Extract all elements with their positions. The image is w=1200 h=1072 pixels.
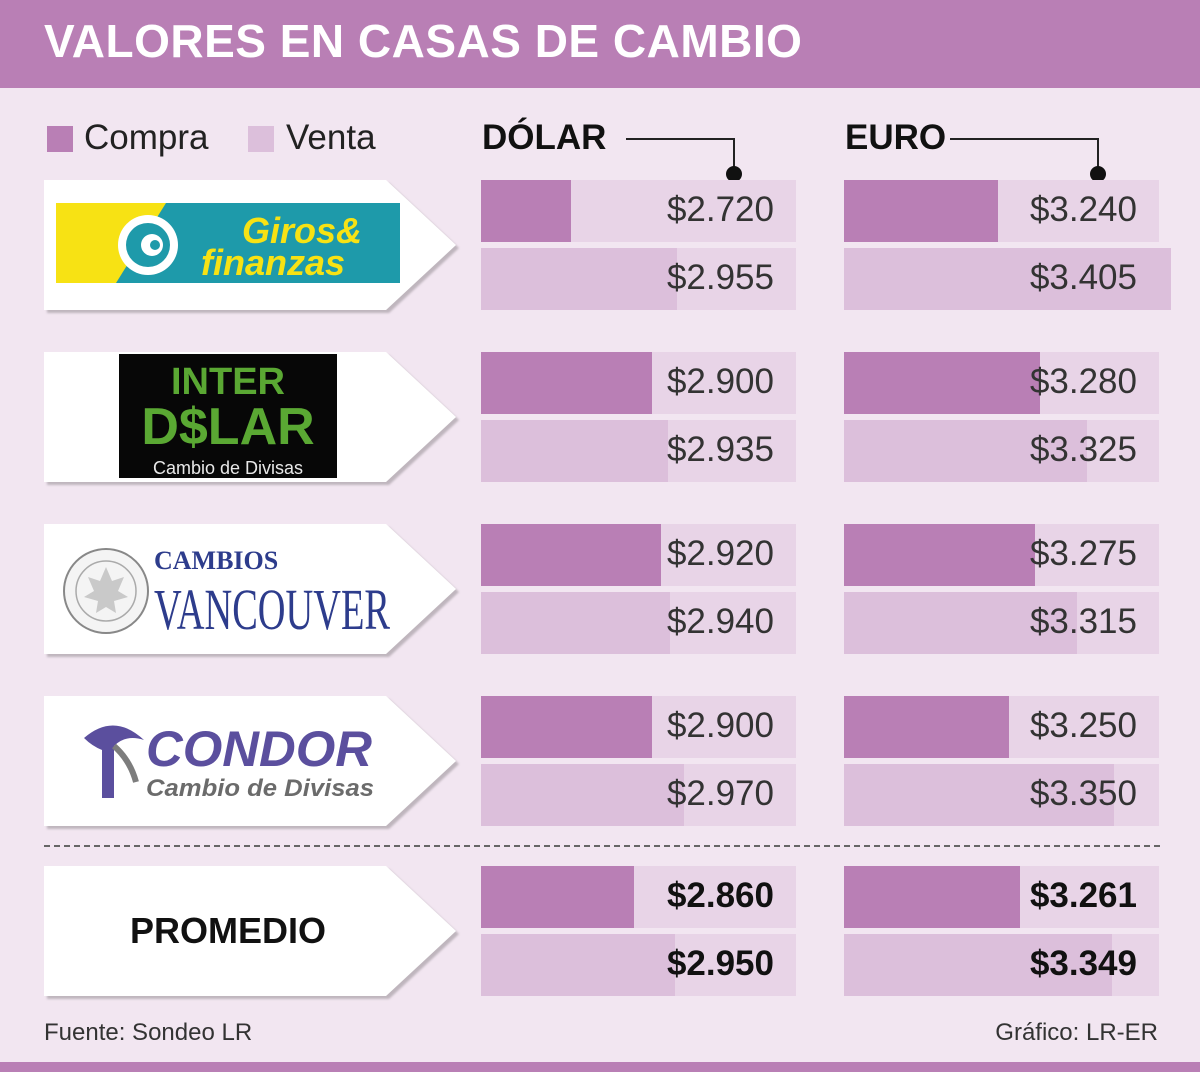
bar-euro-compra-interdolar-label: $3.280 xyxy=(1029,362,1137,401)
legend-label-compra: Compra xyxy=(84,118,209,157)
bar-euro-venta-condor-label: $3.350 xyxy=(1029,774,1137,813)
legend-swatch-compra xyxy=(47,126,73,152)
interdolar-name-line1: INTER xyxy=(171,361,285,403)
bar-euro-venta-promedio-label: $3.349 xyxy=(1029,944,1137,983)
interdolar-logo: INTER D$LAR Cambio de Divisas xyxy=(119,354,337,478)
bar-dolar-compra-cambios-vancouver xyxy=(481,524,661,586)
leader-line-dolar xyxy=(626,138,734,140)
giros-name-line2: finanzas xyxy=(201,242,345,283)
leader-dot-euro xyxy=(1090,166,1106,182)
giros-finanzas-logo: Giros& finanzas xyxy=(56,203,400,283)
arrow-panel-promedio xyxy=(44,866,456,996)
column-header-euro: EURO xyxy=(845,118,947,157)
bar-dolar-venta-promedio-label: $2.950 xyxy=(666,944,774,983)
bar-dolar-compra-interdolar xyxy=(481,352,652,414)
promedio-label: PROMEDIO xyxy=(130,910,327,951)
bar-dolar-compra-interdolar-label: $2.900 xyxy=(666,362,774,401)
vancouver-name-line2: VANCOUVER xyxy=(154,577,390,641)
bar-euro-venta-giros-finanzas xyxy=(844,248,1172,310)
condor-name-line2: Cambio de Divisas xyxy=(146,775,374,802)
arrow-panel-vancouver xyxy=(44,524,456,654)
giros-name-line1: Giros& xyxy=(242,210,362,251)
bar-euro-compra-cambios-vancouver-label: $3.275 xyxy=(1029,534,1137,573)
bar-dolar-venta-interdolar-label: $2.935 xyxy=(666,430,774,469)
title-bar: VALORES EN CASAS DE CAMBIO xyxy=(0,0,1200,88)
leader-line-euro xyxy=(950,138,1098,140)
bar-dolar-venta-giros-finanzas xyxy=(481,248,677,310)
bar-dolar-compra-giros-finanzas-label: $2.720 xyxy=(666,190,774,229)
cambios-vancouver-logo: CAMBIOS VANCOUVER xyxy=(63,546,390,641)
bar-dolar-venta-condor-label: $2.970 xyxy=(666,774,774,813)
bar-euro-compra-giros-finanzas-label: $3.240 xyxy=(1029,190,1137,229)
leader-line-dolar-drop xyxy=(733,138,735,168)
interdolar-tagline: Cambio de Divisas xyxy=(153,458,303,478)
bar-euro-compra-cambios-vancouver xyxy=(844,524,1035,586)
bar-euro-venta-giros-finanzas-label: $3.405 xyxy=(1029,258,1137,297)
bar-euro-compra-promedio xyxy=(844,866,1021,928)
credit-note: Gráfico: LR-ER xyxy=(995,1019,1158,1046)
bar-dolar-compra-cambios-vancouver-label: $2.920 xyxy=(666,534,774,573)
bar-euro-venta-interdolar-label: $3.325 xyxy=(1029,430,1137,469)
bar-dolar-venta-giros-finanzas-label: $2.955 xyxy=(666,258,774,297)
bar-euro-compra-giros-finanzas xyxy=(844,180,998,242)
chart-title: VALORES EN CASAS DE CAMBIO xyxy=(44,15,803,67)
column-header-dolar: DÓLAR xyxy=(482,118,607,157)
arrow-panel-condor xyxy=(44,696,456,826)
bar-euro-compra-condor xyxy=(844,696,1009,758)
bar-dolar-venta-cambios-vancouver xyxy=(481,592,670,654)
bar-euro-venta-cambios-vancouver-label: $3.315 xyxy=(1029,602,1137,641)
vancouver-name-line1: CAMBIOS xyxy=(154,546,278,575)
leader-line-euro-drop xyxy=(1097,138,1099,168)
bar-dolar-venta-interdolar xyxy=(481,420,668,482)
bar-dolar-venta-cambios-vancouver-label: $2.940 xyxy=(666,602,774,641)
bar-euro-venta-condor xyxy=(844,764,1114,826)
legend-label-venta: Venta xyxy=(286,118,376,157)
bar-dolar-venta-condor xyxy=(481,764,684,826)
bar-euro-compra-interdolar xyxy=(844,352,1040,414)
bar-euro-venta-interdolar xyxy=(844,420,1088,482)
leader-dot-dolar xyxy=(726,166,742,182)
dashed-divider xyxy=(44,845,1160,847)
bar-euro-venta-cambios-vancouver xyxy=(844,592,1077,654)
source-note: Fuente: Sondeo LR xyxy=(44,1019,253,1046)
bar-dolar-compra-condor-label: $2.900 xyxy=(666,706,774,745)
condor-logo: CONDOR Cambio de Divisas xyxy=(84,721,374,802)
legend-swatch-venta xyxy=(248,126,274,152)
interdolar-name-line2: D$LAR xyxy=(141,398,314,456)
bar-dolar-venta-promedio xyxy=(481,934,675,996)
bar-dolar-compra-giros-finanzas xyxy=(481,180,571,242)
bar-euro-venta-promedio xyxy=(844,934,1113,996)
bar-dolar-compra-condor xyxy=(481,696,652,758)
condor-name-line1: CONDOR xyxy=(146,721,372,777)
bar-dolar-compra-promedio-label: $2.860 xyxy=(666,876,774,915)
bottom-bar xyxy=(0,1062,1200,1072)
bar-euro-compra-condor-label: $3.250 xyxy=(1029,706,1137,745)
bar-euro-compra-promedio-label: $3.261 xyxy=(1029,876,1137,915)
bar-dolar-compra-promedio xyxy=(481,866,634,928)
